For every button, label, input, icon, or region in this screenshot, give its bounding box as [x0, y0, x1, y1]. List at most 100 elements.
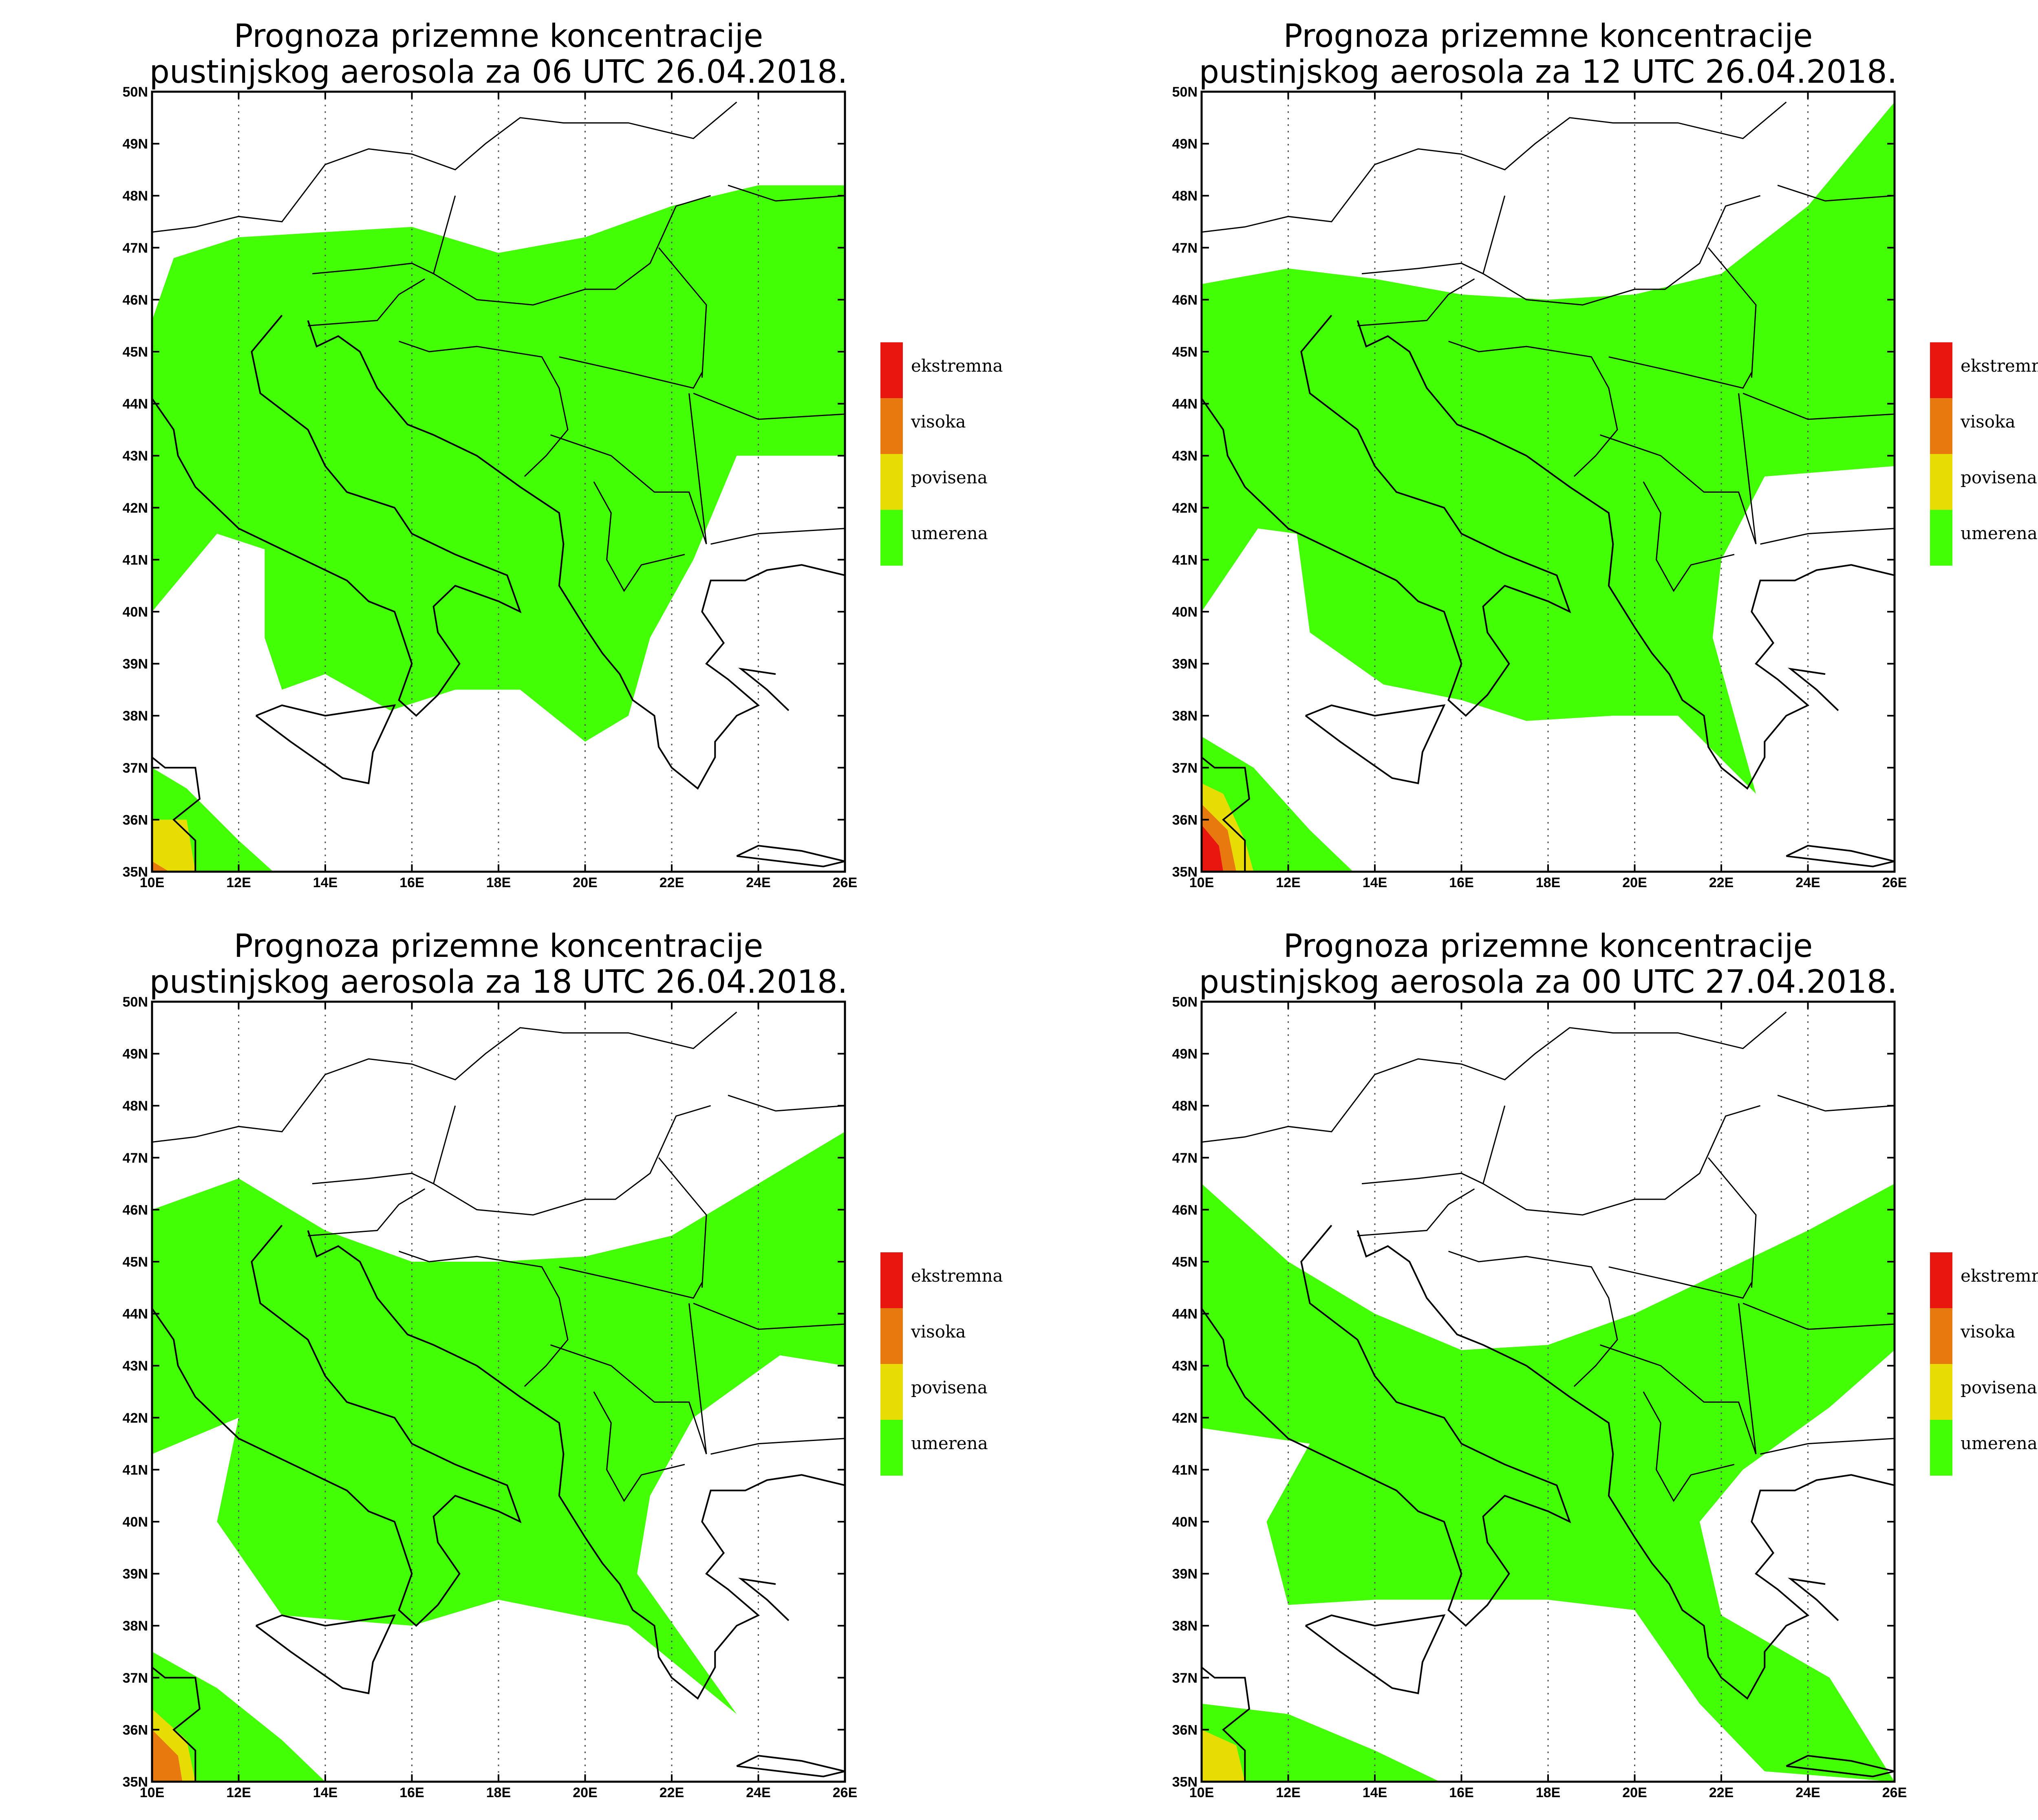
- panels-group: Prognoza prizemne koncentracije pustinjsk…: [123, 18, 2038, 1800]
- lat-tick-label: 46N: [123, 292, 148, 308]
- legend-label-povisena: povisena: [911, 1377, 988, 1397]
- ekstremna-area: [1202, 825, 1224, 872]
- lat-tick-label: 46N: [123, 1202, 148, 1218]
- lat-tick-label: 41N: [1172, 552, 1198, 568]
- country-border: [1742, 1302, 1895, 1330]
- map-area: [1202, 92, 1895, 872]
- lat-tick-label: 43N: [1172, 448, 1198, 464]
- legend-label-umerena: umerena: [1961, 1433, 2038, 1453]
- country-border: [399, 341, 569, 477]
- country-border: [593, 481, 685, 592]
- country-border: [693, 1302, 845, 1330]
- country-border: [1760, 1438, 1895, 1455]
- lat-tick-label: 43N: [123, 448, 148, 464]
- lat-tick-label: 40N: [1172, 1514, 1198, 1530]
- map-panel-1: Prognoza prizemne koncentracijepustinjsk…: [123, 18, 1003, 890]
- legend-swatch-umerena: [880, 1420, 903, 1476]
- lat-tick-label: 45N: [123, 1254, 148, 1270]
- country-border: [399, 1251, 569, 1387]
- lat-tick-label: 39N: [123, 657, 148, 672]
- panel-title-line1: Prognoza prizemne koncentracije: [234, 18, 763, 55]
- lat-tick-label: 37N: [1172, 1670, 1198, 1686]
- lat-tick-label: 36N: [1172, 812, 1198, 828]
- legend-label-visoka: visoka: [911, 412, 966, 432]
- coastline: [307, 320, 845, 790]
- map-area: [152, 1002, 845, 1782]
- lat-tick-label: 49N: [1172, 1047, 1198, 1062]
- lat-tick-label: 38N: [1172, 1618, 1198, 1634]
- lat-tick-label: 48N: [1172, 188, 1198, 204]
- country-border: [1643, 481, 1735, 592]
- map-area: [152, 92, 845, 872]
- legend-label-povisena: povisena: [1961, 1377, 2037, 1397]
- lon-tick-label: 18E: [486, 1785, 511, 1800]
- country-border: [1361, 195, 1761, 306]
- coastline: [1356, 320, 1895, 790]
- legend-swatch-visoka: [880, 1308, 903, 1364]
- country-border: [550, 1303, 707, 1454]
- legend: ekstremna visoka povisena umerena: [880, 342, 1003, 566]
- lat-tick-label: 47N: [1172, 240, 1198, 256]
- coastline: [736, 845, 845, 868]
- lon-tick-label: 14E: [1363, 875, 1387, 890]
- country-border: [550, 393, 707, 544]
- coastline: [255, 1614, 396, 1694]
- legend: ekstremna visoka povisena umerena: [880, 1252, 1003, 1476]
- country-border: [710, 528, 845, 545]
- lon-tick-label: 10E: [1189, 875, 1214, 890]
- lon-tick-label: 22E: [1709, 875, 1734, 890]
- lon-tick-label: 14E: [313, 875, 338, 890]
- legend-swatch-visoka: [880, 398, 903, 454]
- legend-swatch-ekstremna: [880, 342, 903, 398]
- lon-tick-label: 18E: [1536, 875, 1561, 890]
- lat-tick-label: 35N: [123, 864, 148, 880]
- lat-tick-label: 41N: [123, 1462, 148, 1478]
- country-border: [658, 247, 707, 378]
- country-border: [710, 1438, 845, 1455]
- lat-tick-label: 36N: [123, 1722, 148, 1738]
- legend-label-ekstremna: ekstremna: [1961, 1266, 2038, 1286]
- legend-swatch-visoka: [1930, 1308, 1952, 1364]
- legend-swatch-ekstremna: [880, 1252, 903, 1308]
- legend-label-visoka: visoka: [1960, 1322, 2016, 1342]
- lon-tick-label: 24E: [1795, 1785, 1820, 1800]
- coastline: [1786, 845, 1895, 868]
- country-border: [728, 185, 845, 202]
- lat-tick-label: 42N: [1172, 500, 1198, 516]
- country-border: [312, 1105, 711, 1216]
- legend-label-ekstremna: ekstremna: [911, 1266, 1003, 1286]
- lat-tick-label: 46N: [1172, 1202, 1198, 1218]
- lat-tick-label: 49N: [1172, 137, 1198, 152]
- lat-tick-label: 37N: [1172, 760, 1198, 776]
- legend: ekstremna visoka povisena umerena: [1930, 342, 2038, 566]
- country-border: [1448, 1251, 1618, 1387]
- map-area: [1202, 1002, 1895, 1782]
- country-border: [1707, 247, 1757, 378]
- panel-title-line2: pustinjskog aerosola za 00 UTC 27.04.201…: [1199, 964, 1897, 1000]
- country-border: [559, 356, 703, 389]
- country-border: [152, 101, 737, 233]
- map-panel-2: Prognoza prizemne koncentracijepustinjsk…: [1172, 18, 2038, 890]
- country-border: [1361, 1105, 1761, 1216]
- lat-tick-label: 49N: [123, 137, 148, 152]
- coastline: [1786, 1755, 1895, 1778]
- coastline: [1202, 1225, 1571, 1627]
- country-border: [1742, 392, 1895, 420]
- legend-swatch-umerena: [1930, 1420, 1952, 1476]
- povisena-area: [152, 820, 196, 872]
- country-border: [1643, 1391, 1735, 1502]
- lon-tick-label: 12E: [1276, 1785, 1301, 1800]
- country-border: [593, 1391, 685, 1502]
- coastline: [152, 756, 201, 872]
- coastline: [1202, 315, 1571, 717]
- lat-tick-label: 39N: [123, 1567, 148, 1582]
- coastline: [255, 704, 396, 784]
- lon-tick-label: 18E: [486, 875, 511, 890]
- povisena-area: [1202, 1730, 1245, 1782]
- legend-swatch-umerena: [1930, 510, 1952, 566]
- lat-tick-label: 45N: [1172, 344, 1198, 360]
- lat-tick-label: 42N: [1172, 1410, 1198, 1426]
- lon-tick-label: 24E: [746, 875, 771, 890]
- lon-tick-label: 20E: [573, 1785, 598, 1800]
- coastline: [1787, 1578, 1839, 1621]
